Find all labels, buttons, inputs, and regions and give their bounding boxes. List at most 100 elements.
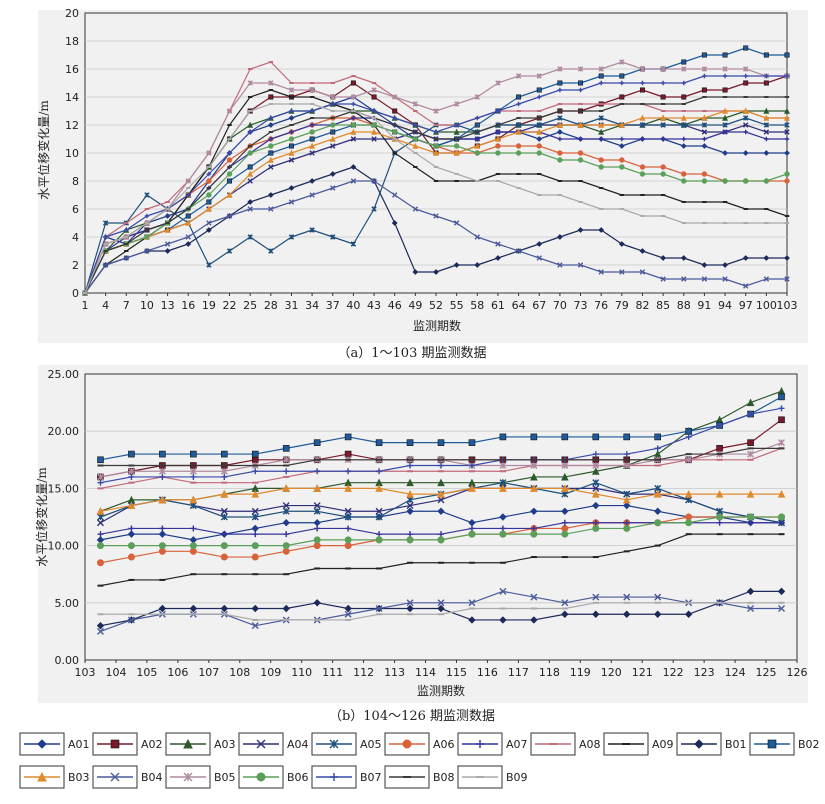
data-point (701, 178, 708, 184)
data-point (144, 213, 150, 219)
legend-item-B07: B07 (311, 765, 382, 789)
data-point (515, 122, 522, 128)
data-point (247, 170, 254, 177)
data-point (282, 484, 291, 492)
data-point (654, 544, 661, 547)
data-point (413, 166, 418, 168)
data-point (592, 519, 599, 526)
data-point (516, 101, 521, 107)
legend-item-B02: B02 (749, 732, 820, 756)
data-point (619, 73, 625, 79)
data-point (412, 101, 419, 107)
y-tick-label: 20.00 (48, 425, 80, 438)
panel-a-y-axis-title: 水平位移变化量/m (36, 100, 51, 200)
data-point (283, 468, 290, 475)
y-tick-label: 2 (72, 259, 79, 272)
data-point (495, 143, 501, 149)
data-point (433, 129, 439, 135)
data-point (376, 468, 383, 475)
data-point (438, 531, 444, 538)
data-point (392, 192, 398, 198)
data-point (227, 178, 233, 184)
data-point (623, 458, 630, 461)
y-tick-label: 0.00 (55, 654, 80, 667)
data-point (313, 484, 321, 492)
data-point (716, 601, 723, 604)
panel-b-y-axis-title: 水平位移变化量/m (34, 467, 49, 567)
data-point (406, 599, 414, 607)
data-point (189, 502, 197, 510)
data-point (127, 542, 135, 550)
data-point (282, 519, 290, 527)
x-tick-label: 28 (264, 299, 278, 312)
data-point (206, 220, 212, 226)
data-point (763, 114, 770, 121)
data-point (660, 110, 666, 112)
data-point (556, 234, 563, 240)
data-point (577, 157, 584, 163)
data-point (660, 171, 666, 177)
data-point (623, 610, 631, 618)
data-point (433, 108, 439, 114)
data-point (778, 601, 785, 604)
legend-item-A03: A03 (165, 732, 236, 756)
data-point (722, 96, 728, 98)
legend-label: B03 (68, 771, 90, 784)
legend-label: A09 (652, 738, 674, 751)
data-point (530, 616, 538, 624)
data-point (681, 178, 687, 184)
data-point (251, 490, 260, 498)
data-point (344, 536, 352, 544)
data-point (221, 531, 228, 538)
data-point (557, 194, 563, 196)
data-point (660, 114, 667, 121)
data-point (159, 473, 166, 480)
data-point (722, 150, 728, 156)
data-point (475, 115, 480, 121)
legend-item-A02: A02 (92, 732, 163, 756)
data-point (743, 122, 749, 128)
data-point (124, 222, 129, 224)
data-point (499, 513, 507, 521)
data-point (763, 178, 770, 184)
data-point (406, 507, 414, 515)
y-tick-label: 14 (65, 91, 79, 104)
data-point (598, 164, 604, 170)
data-point (639, 66, 646, 72)
data-point (499, 470, 506, 473)
data-point (412, 206, 419, 212)
data-point (283, 464, 290, 467)
data-point (681, 222, 686, 224)
data-point (437, 507, 445, 515)
data-point (268, 89, 274, 91)
data-point (375, 605, 383, 613)
data-point (185, 219, 192, 226)
data-point (124, 236, 129, 238)
data-point (103, 250, 108, 252)
data-point (619, 136, 625, 142)
data-point (330, 185, 336, 191)
data-point (283, 573, 290, 576)
data-point (495, 150, 501, 156)
data-point (437, 439, 445, 446)
data-point (375, 484, 383, 492)
x-tick-label: 22 (223, 299, 237, 312)
data-point (778, 405, 785, 412)
legend-swatch-marker (37, 771, 47, 782)
data-point (127, 530, 136, 538)
data-point (123, 255, 129, 261)
data-point (164, 241, 171, 247)
data-point (530, 530, 538, 538)
data-point (127, 467, 135, 475)
data-point (268, 248, 274, 254)
data-point (268, 115, 274, 121)
data-point (598, 73, 604, 79)
data-point (784, 52, 790, 58)
data-point (592, 524, 600, 532)
data-point (226, 191, 233, 198)
data-point (468, 439, 476, 446)
data-point (97, 613, 104, 616)
x-tick-label: 52 (429, 299, 443, 312)
data-point (309, 87, 315, 93)
data-point (247, 129, 253, 135)
